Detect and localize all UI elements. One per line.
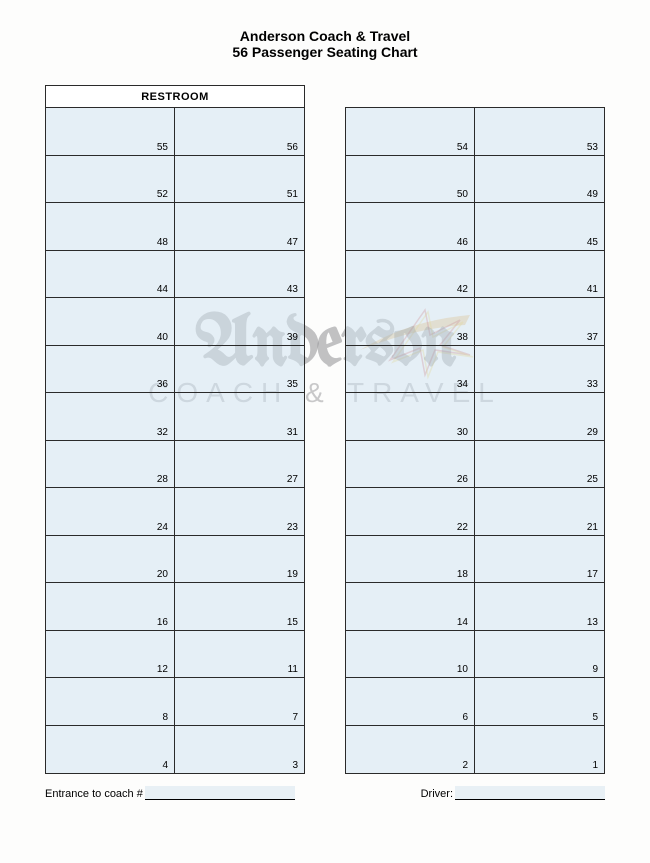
seat-cell[interactable]: 4: [46, 726, 175, 774]
seat-row: 109: [346, 631, 604, 679]
seat-cell[interactable]: 38: [346, 298, 475, 346]
seat-cell[interactable]: 49: [475, 156, 604, 204]
seat-cell[interactable]: 55: [46, 108, 175, 156]
seat-row: 3433: [346, 346, 604, 394]
seat-cell[interactable]: 56: [175, 108, 304, 156]
restroom-label: RESTROOM: [46, 86, 304, 108]
seat-cell[interactable]: 31: [175, 393, 304, 441]
seat-row: 2019: [46, 536, 304, 584]
seat-row: 2625: [346, 441, 604, 489]
seat-cell[interactable]: 20: [46, 536, 175, 584]
driver-label: Driver:: [421, 788, 453, 800]
seat-cell[interactable]: 12: [46, 631, 175, 679]
seat-cell[interactable]: 47: [175, 203, 304, 251]
seat-cell[interactable]: 46: [346, 203, 475, 251]
seat-row: 87: [46, 678, 304, 726]
seat-cell[interactable]: 41: [475, 251, 604, 299]
seat-row: 1615: [46, 583, 304, 631]
seat-row: 1413: [346, 583, 604, 631]
footer: Entrance to coach # Driver:: [45, 786, 605, 800]
seat-row: 5049: [346, 156, 604, 204]
seat-row: 3635: [46, 346, 304, 394]
seat-cell[interactable]: 39: [175, 298, 304, 346]
seat-row: 3231: [46, 393, 304, 441]
seat-cell[interactable]: 48: [46, 203, 175, 251]
seat-row: 5251: [46, 156, 304, 204]
seat-row: 2827: [46, 441, 304, 489]
seat-row: 2221: [346, 488, 604, 536]
seat-cell[interactable]: 25: [475, 441, 604, 489]
seat-cell[interactable]: 35: [175, 346, 304, 394]
seat-row: 5453: [346, 108, 604, 156]
seat-cell[interactable]: 26: [346, 441, 475, 489]
seat-cell[interactable]: 51: [175, 156, 304, 204]
seat-cell[interactable]: 17: [475, 536, 604, 584]
seat-row: 4039: [46, 298, 304, 346]
seat-cell[interactable]: 16: [46, 583, 175, 631]
driver-field: Driver:: [421, 786, 605, 800]
seat-row: 3837: [346, 298, 604, 346]
left-seat-block: RESTROOM 5556525148474443403936353231282…: [45, 85, 305, 774]
seat-cell[interactable]: 53: [475, 108, 604, 156]
seat-row: 43: [46, 726, 304, 774]
seat-row: 4645: [346, 203, 604, 251]
seat-cell[interactable]: 29: [475, 393, 604, 441]
seat-cell[interactable]: 36: [46, 346, 175, 394]
seat-cell[interactable]: 42: [346, 251, 475, 299]
seat-row: 1211: [46, 631, 304, 679]
seat-cell[interactable]: 54: [346, 108, 475, 156]
seat-cell[interactable]: 10: [346, 631, 475, 679]
seat-cell[interactable]: 50: [346, 156, 475, 204]
seat-cell[interactable]: 22: [346, 488, 475, 536]
seat-row: 2423: [46, 488, 304, 536]
seat-cell[interactable]: 37: [475, 298, 604, 346]
seat-cell[interactable]: 43: [175, 251, 304, 299]
seat-cell[interactable]: 18: [346, 536, 475, 584]
seat-cell[interactable]: 8: [46, 678, 175, 726]
right-seat-block: 5453504946454241383734333029262522211817…: [345, 107, 605, 774]
seat-cell[interactable]: 7: [175, 678, 304, 726]
seat-cell[interactable]: 5: [475, 678, 604, 726]
seat-cell[interactable]: 34: [346, 346, 475, 394]
seat-cell[interactable]: 6: [346, 678, 475, 726]
entrance-label: Entrance to coach #: [45, 788, 143, 800]
seat-cell[interactable]: 28: [46, 441, 175, 489]
entrance-input-line[interactable]: [145, 786, 295, 800]
seat-cell[interactable]: 21: [475, 488, 604, 536]
driver-input-line[interactable]: [455, 786, 605, 800]
seat-cell[interactable]: 15: [175, 583, 304, 631]
seat-cell[interactable]: 33: [475, 346, 604, 394]
seating-chart: RESTROOM 5556525148474443403936353231282…: [45, 85, 605, 774]
seat-cell[interactable]: 40: [46, 298, 175, 346]
entrance-field: Entrance to coach #: [45, 786, 295, 800]
seat-cell[interactable]: 19: [175, 536, 304, 584]
seat-cell[interactable]: 23: [175, 488, 304, 536]
seat-cell[interactable]: 2: [346, 726, 475, 774]
seat-row: 1817: [346, 536, 604, 584]
seat-cell[interactable]: 30: [346, 393, 475, 441]
seat-cell[interactable]: 3: [175, 726, 304, 774]
seat-cell[interactable]: 13: [475, 583, 604, 631]
chart-title: 56 Passenger Seating Chart: [0, 44, 650, 60]
seat-cell[interactable]: 32: [46, 393, 175, 441]
seat-row: 21: [346, 726, 604, 774]
seat-cell[interactable]: 11: [175, 631, 304, 679]
seat-row: 3029: [346, 393, 604, 441]
seat-row: 4241: [346, 251, 604, 299]
seat-row: 65: [346, 678, 604, 726]
seat-cell[interactable]: 9: [475, 631, 604, 679]
page-header: Anderson Coach & Travel 56 Passenger Sea…: [0, 0, 650, 70]
seat-row: 5556: [46, 108, 304, 156]
seat-cell[interactable]: 45: [475, 203, 604, 251]
seat-cell[interactable]: 27: [175, 441, 304, 489]
seat-cell[interactable]: 1: [475, 726, 604, 774]
seat-row: 4443: [46, 251, 304, 299]
seat-cell[interactable]: 52: [46, 156, 175, 204]
seat-cell[interactable]: 44: [46, 251, 175, 299]
company-name: Anderson Coach & Travel: [0, 28, 650, 44]
seat-cell[interactable]: 14: [346, 583, 475, 631]
seat-row: 4847: [46, 203, 304, 251]
seat-cell[interactable]: 24: [46, 488, 175, 536]
